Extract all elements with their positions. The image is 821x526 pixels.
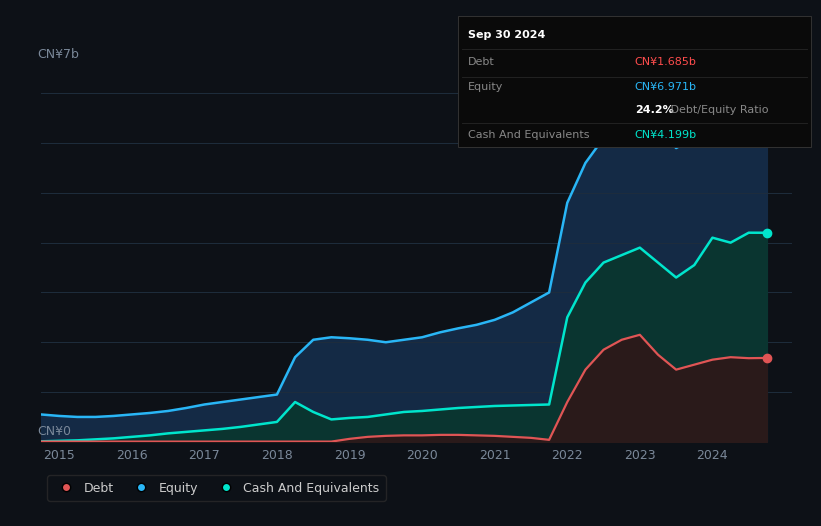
Text: Equity: Equity [468,83,503,93]
Text: Debt: Debt [468,57,495,67]
Text: CN¥7b: CN¥7b [37,48,79,61]
Text: CN¥4.199b: CN¥4.199b [635,130,697,140]
Text: 24.2%: 24.2% [635,105,673,115]
Legend: Debt, Equity, Cash And Equivalents: Debt, Equity, Cash And Equivalents [48,476,386,501]
Text: CN¥0: CN¥0 [37,425,71,438]
Text: Sep 30 2024: Sep 30 2024 [468,30,545,40]
Text: CN¥1.685b: CN¥1.685b [635,57,696,67]
Text: Cash And Equivalents: Cash And Equivalents [468,130,589,140]
Text: CN¥6.971b: CN¥6.971b [635,83,697,93]
Text: Debt/Equity Ratio: Debt/Equity Ratio [667,105,769,115]
